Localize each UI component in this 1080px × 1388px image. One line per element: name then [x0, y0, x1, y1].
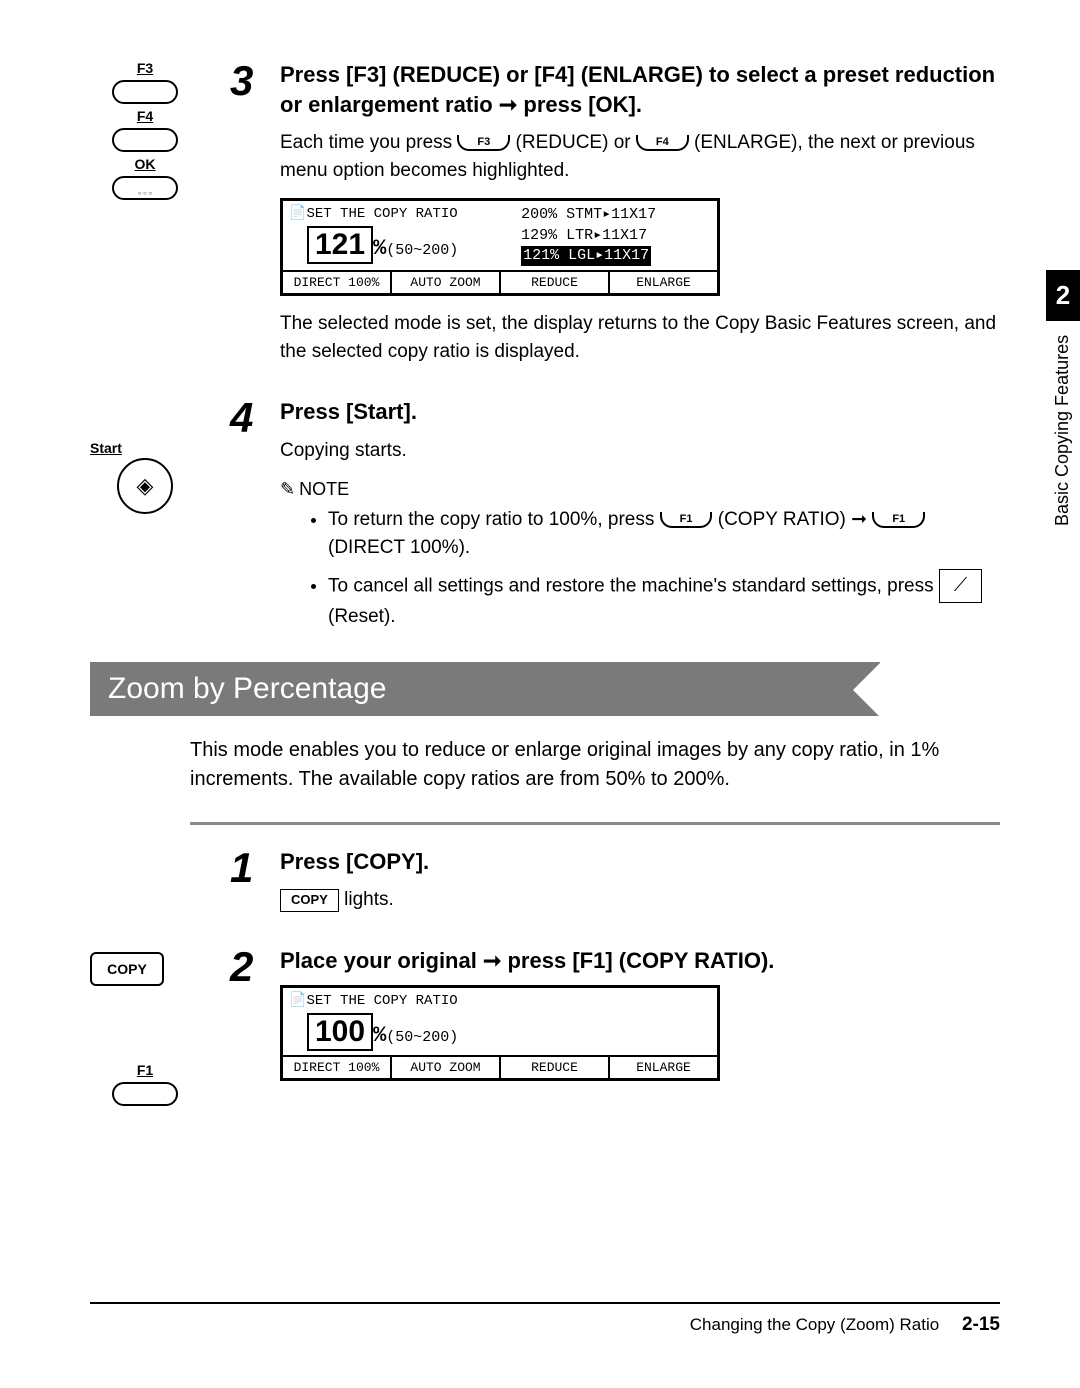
f3-key-icon [112, 80, 178, 104]
lcd1-btn-auto: AUTO ZOOM [392, 272, 501, 293]
lcd1-btn-reduce: REDUCE [501, 272, 610, 293]
chapter-tab: 2 Basic Copying Features [1046, 270, 1080, 690]
lcd1-btn-direct: DIRECT 100% [283, 272, 392, 293]
lcd1-title: 📄SET THE COPY RATIO [289, 205, 521, 222]
lcd2-btn-reduce: REDUCE [501, 1057, 610, 1078]
lcd1-btn-enlarge: ENLARGE [610, 272, 717, 293]
step-number: 2 [230, 946, 280, 988]
start-label: Start [90, 440, 200, 456]
reset-key-icon: ⟋ [939, 569, 982, 604]
step3-after: The selected mode is set, the display re… [280, 310, 1000, 365]
note-bullet-2: To cancel all settings and restore the m… [328, 569, 1000, 632]
lcd1-opt3-selected: 121% LGL▸11X17 [521, 246, 651, 266]
chapter-title: Basic Copying Features [1046, 321, 1079, 651]
f4-label: F4 [90, 108, 200, 124]
step4-title: Press [Start]. [280, 397, 1000, 427]
step-4: 4 Press [Start]. Copying starts. ✎NOTE T… [230, 397, 1000, 637]
start-key-icon: ◈ [117, 458, 173, 514]
f1-label: F1 [90, 1062, 200, 1078]
left-icons-step3: F3 F4 OK [90, 60, 200, 200]
step2-title: Place your original ➞ press [F1] (COPY R… [280, 946, 1000, 976]
inline-f1-key: F1 [660, 512, 713, 528]
step-2: 2 Place your original ➞ press [F1] (COPY… [230, 946, 1000, 1096]
step-1: 1 Press [COPY]. COPY lights. [230, 847, 1000, 928]
inline-copy-key: COPY [280, 889, 339, 912]
step-number: 4 [230, 397, 280, 439]
page-footer: Changing the Copy (Zoom) Ratio 2-15 [90, 1302, 1000, 1336]
footer-caption: Changing the Copy (Zoom) Ratio [690, 1315, 939, 1334]
left-icons-step1: COPY [90, 952, 200, 986]
step-3: 3 Press [F3] (REDUCE) or [F4] (ENLARGE) … [230, 60, 1000, 379]
lcd2-title: 📄SET THE COPY RATIO [289, 992, 711, 1009]
ok-label: OK [90, 156, 200, 172]
page-number: 2-15 [962, 1314, 1000, 1335]
lcd2-btn-enlarge: ENLARGE [610, 1057, 717, 1078]
step-number: 3 [230, 60, 280, 102]
f3-label: F3 [90, 60, 200, 76]
step4-text: Copying starts. [280, 437, 1000, 465]
lcd1-value: 121 [307, 226, 373, 264]
step-number: 1 [230, 847, 280, 889]
lcd2-btn-auto: AUTO ZOOM [392, 1057, 501, 1078]
pencil-icon: ✎ [280, 479, 295, 499]
inline-f1-key-2: F1 [872, 512, 925, 528]
left-icons-step2: F1 [90, 1062, 200, 1110]
section-intro: This mode enables you to reduce or enlar… [190, 736, 1000, 794]
section-heading: Zoom by Percentage [90, 662, 880, 716]
f4-key-icon [112, 128, 178, 152]
step3-title: Press [F3] (REDUCE) or [F4] (ENLARGE) to… [280, 60, 1000, 119]
note-bullet-1: To return the copy ratio to 100%, press … [328, 506, 1000, 563]
divider [190, 822, 1000, 825]
lcd2-value: 100 [307, 1013, 373, 1051]
lcd2-btn-direct: DIRECT 100% [283, 1057, 392, 1078]
f1-key-icon [112, 1082, 178, 1106]
lcd-display-1: 📄SET THE COPY RATIO 121%(50~200) 200% ST… [280, 198, 720, 296]
inline-f3-key: F3 [457, 135, 510, 151]
step1-text: COPY lights. [280, 886, 1000, 914]
chapter-number: 2 [1046, 270, 1080, 321]
left-icons-step4: Start ◈ [90, 440, 200, 514]
lcd1-opt2: 129% LTR▸11X17 [521, 226, 711, 246]
note-heading: ✎NOTE [280, 479, 1000, 500]
inline-f4-key: F4 [636, 135, 689, 151]
step1-title: Press [COPY]. [280, 847, 1000, 877]
lcd1-opt1: 200% STMT▸11X17 [521, 205, 711, 225]
lcd-display-2: 📄SET THE COPY RATIO 100%(50~200) DIRECT … [280, 985, 720, 1081]
step3-text: Each time you press F3 (REDUCE) or F4 (E… [280, 129, 1000, 184]
copy-key-icon: COPY [90, 952, 164, 986]
ok-key-icon [112, 176, 178, 200]
